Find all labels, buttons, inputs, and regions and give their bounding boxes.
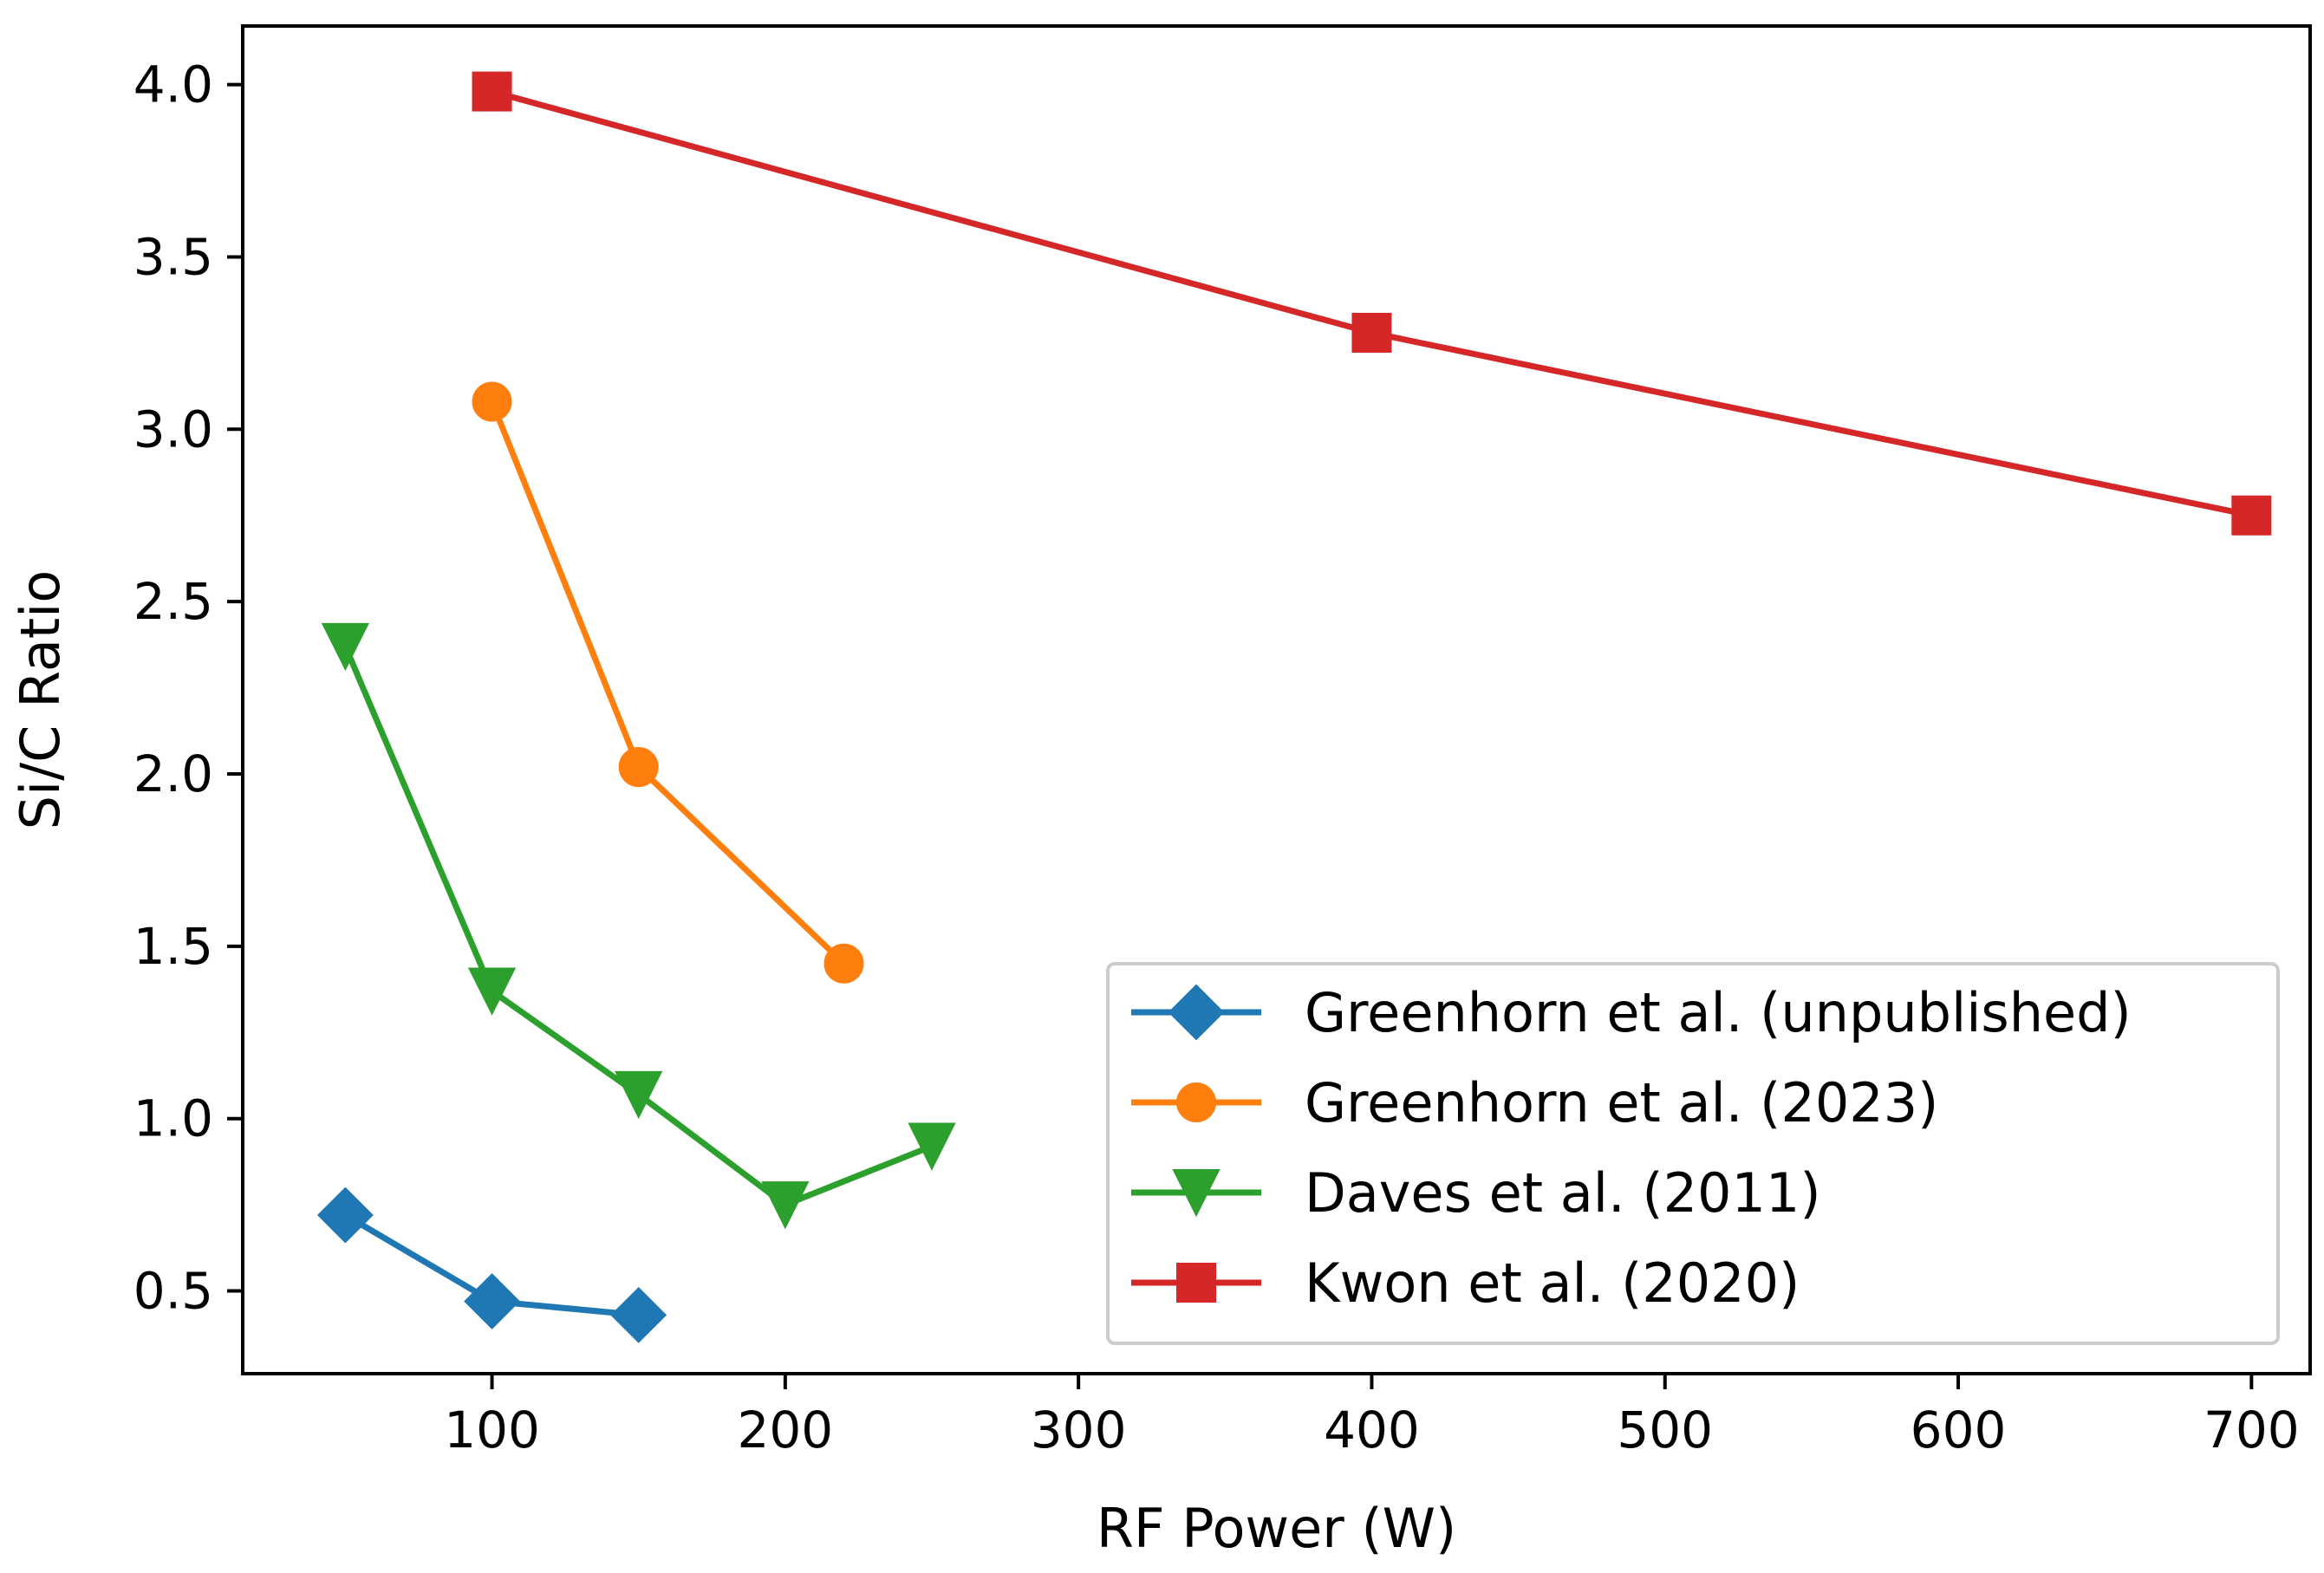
legend-marker (1176, 1082, 1216, 1122)
legend: Greenhorn et al. (unpublished) Greenhorn … (1106, 962, 2280, 1345)
x-tick-label: 200 (737, 1401, 833, 1459)
data-series (316, 71, 2272, 1343)
plot-frame (241, 24, 2312, 1375)
legend-entry: Daves et al. (2011) (1131, 1161, 1821, 1225)
y-tick-label: 1.5 (133, 917, 213, 976)
data-point (908, 1122, 956, 1171)
series-3 (472, 71, 2272, 536)
data-point (618, 747, 659, 788)
legend-label: Greenhorn et al. (unpublished) (1305, 981, 2132, 1044)
data-point (615, 1070, 663, 1120)
series-1 (472, 381, 864, 984)
data-point (467, 967, 517, 1016)
x-axis-label: RF Power (W) (1097, 1497, 1456, 1560)
data-point (761, 1181, 810, 1230)
x-tick-label: 600 (1911, 1401, 2007, 1459)
legend-entry: Greenhorn et al. (unpublished) (1131, 981, 2132, 1044)
data-point (321, 622, 370, 672)
data-point (1351, 312, 1392, 353)
legend-entry: Greenhorn et al. (2023) (1131, 1071, 1938, 1134)
y-tick-label: 0.5 (133, 1262, 213, 1321)
legend-label: Kwon et al. (2020) (1305, 1251, 1800, 1315)
series-2 (321, 622, 956, 1230)
legend-marker (1176, 1263, 1216, 1303)
data-point (464, 1273, 520, 1329)
x-tick-label: 400 (1324, 1401, 1420, 1459)
legend-label: Greenhorn et al. (2023) (1305, 1071, 1938, 1134)
legend-label: Daves et al. (2011) (1305, 1161, 1821, 1225)
x-tick-label: 100 (444, 1401, 540, 1459)
y-tick-label: 3.5 (133, 227, 213, 286)
y-tick-label: 4.0 (133, 55, 213, 114)
data-point (472, 381, 512, 422)
x-tick-label: 700 (2204, 1401, 2300, 1459)
x-tick-label: 500 (1617, 1401, 1713, 1459)
data-point (316, 1186, 374, 1244)
data-point (472, 71, 512, 112)
y-tick-label: 1.0 (133, 1089, 213, 1148)
x-tick-label: 300 (1031, 1401, 1127, 1459)
legend-entry: Kwon et al. (2020) (1131, 1251, 1800, 1315)
data-point (610, 1286, 667, 1343)
y-tick-label: 2.5 (133, 572, 213, 631)
series-0 (316, 1186, 667, 1343)
axis-ticks: 100 200 300 400 500 600 700 0.5 1.0 1.5 2.0 2.5 3.0 3… (133, 55, 2300, 1459)
legend-box (1106, 962, 2280, 1345)
y-axis-label: Si/C Ratio (9, 570, 72, 830)
legend-marker (1168, 984, 1225, 1041)
y-tick-label: 2.0 (133, 744, 213, 803)
y-tick-label: 3.0 (133, 400, 213, 458)
legend-marker (1172, 1169, 1221, 1218)
data-point (823, 943, 864, 984)
data-point (2231, 495, 2272, 536)
